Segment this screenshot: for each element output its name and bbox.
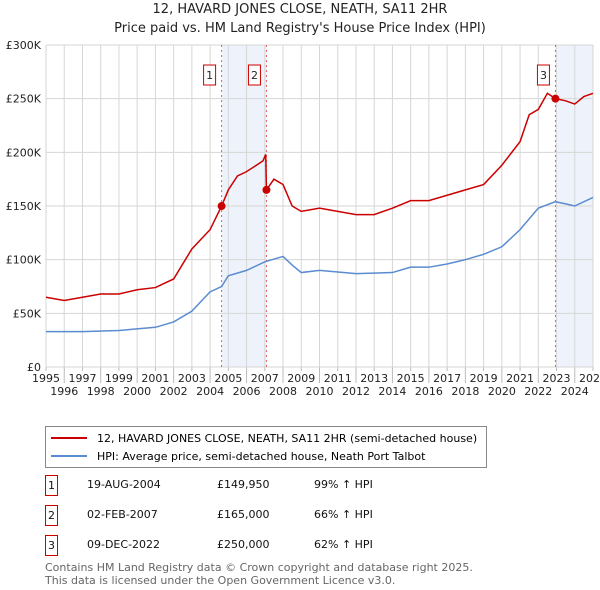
y-tick-label: £250K [6,93,42,106]
sale-hpi: 99% ↑ HPI [314,478,373,491]
sale-date: 09-DEC-2022 [87,538,161,551]
annotation-box [536,64,550,86]
x-tick-label: 2006 [233,385,261,398]
y-tick-label: £50K [13,307,42,320]
x-tick-label: 2025 [579,372,600,385]
sale-price: £165,000 [217,508,270,521]
x-tick-label: 2009 [287,372,315,385]
x-tick-label: 2008 [269,385,297,398]
series-line [45,92,594,302]
annotation-label: 1 [206,69,213,82]
x-tick-label: 2021 [506,372,534,385]
x-tick-label: 2020 [488,385,516,398]
annotation-box [247,64,261,86]
x-tick-label: 2012 [342,385,370,398]
annotation-box [203,64,217,86]
footer-line: Contains HM Land Registry data © Crown c… [45,561,473,574]
x-tick-label: 2007 [251,372,279,385]
y-tick-label: £300K [6,39,42,52]
x-tick-label: 2016 [415,385,443,398]
x-tick-label: 2010 [306,385,334,398]
chart-subtitle: Price paid vs. HM Land Registry's House … [114,21,486,36]
y-tick-label: £100K [6,254,42,267]
sale-hpi: 62% ↑ HPI [314,538,373,551]
x-tick-label: 2013 [360,372,388,385]
y-tick-label: £0 [27,361,41,374]
annotation-label: 2 [251,69,258,82]
chart-title: 12, HAVARD JONES CLOSE, NEATH, SA11 2HR [152,2,448,17]
annotation-label: 3 [540,69,547,82]
x-tick-label: 1995 [32,372,60,385]
sale-price: £250,000 [217,538,270,551]
x-tick-label: 1999 [105,372,133,385]
price-chart: 1995199619971998199920002001200220032004… [6,39,600,398]
x-tick-label: 1996 [50,385,78,398]
sale-point [217,202,226,211]
footer-line: This data is licensed under the Open Gov… [45,574,396,587]
x-tick-label: 1998 [87,385,115,398]
legend-item-hpi: HPI: Average price, semi-detached house,… [46,447,425,465]
x-tick-label: 2002 [160,385,188,398]
x-tick-label: 2015 [397,372,425,385]
sale-marker: 3 [45,535,58,556]
x-tick-label: 2003 [178,372,206,385]
sale-date: 19-AUG-2004 [87,478,161,491]
x-tick-label: 2000 [123,385,151,398]
x-tick-label: 2004 [196,385,224,398]
series-line [46,196,594,333]
y-tick-label: £150K [6,200,42,213]
legend-item-property: 12, HAVARD JONES CLOSE, NEATH, SA11 2HR … [46,429,477,447]
x-tick-label: 2005 [214,372,242,385]
legend: 12, HAVARD JONES CLOSE, NEATH, SA11 2HR … [45,426,487,468]
x-tick-label: 2011 [324,372,352,385]
x-tick-label: 2014 [378,385,406,398]
sale-point [262,185,271,194]
x-tick-label: 2001 [141,372,169,385]
sale-hpi: 66% ↑ HPI [314,508,373,521]
sale-date: 02-FEB-2007 [87,508,158,521]
sale-point [551,94,560,103]
x-tick-label: 2018 [451,385,479,398]
x-tick-label: 2019 [470,372,498,385]
legend-label: 12, HAVARD JONES CLOSE, NEATH, SA11 2HR … [97,431,478,445]
x-tick-label: 2022 [524,385,552,398]
x-tick-label: 2024 [561,385,589,398]
sale-marker: 2 [45,505,58,526]
sale-price: £149,950 [217,478,270,491]
footer: Contains HM Land Registry data © Crown c… [45,561,473,587]
sale-marker: 1 [45,475,58,496]
x-tick-label: 2017 [433,372,461,385]
x-tick-label: 2023 [543,372,571,385]
red-line-swatch [51,437,87,439]
blue-line-swatch [51,455,87,457]
legend-label: HPI: Average price, semi-detached house,… [97,449,426,463]
y-tick-label: £200K [6,146,42,159]
x-tick-label: 1997 [68,372,96,385]
